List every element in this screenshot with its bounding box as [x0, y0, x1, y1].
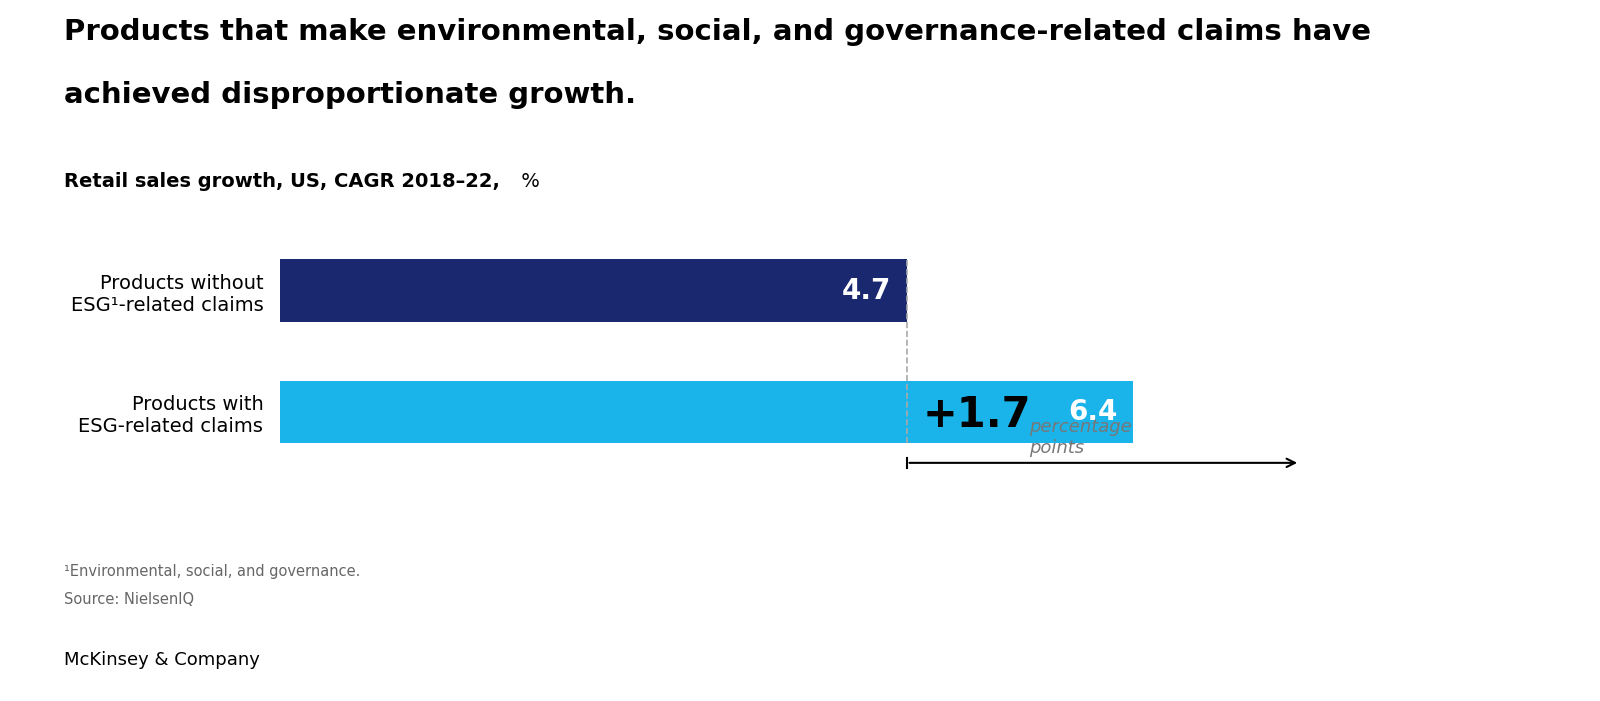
Text: Retail sales growth, US, CAGR 2018–22,: Retail sales growth, US, CAGR 2018–22,	[64, 172, 499, 191]
Text: Products that make environmental, social, and governance-related claims have: Products that make environmental, social…	[64, 18, 1371, 46]
Text: Source: NielsenIQ: Source: NielsenIQ	[64, 592, 194, 607]
Bar	[280, 381, 1133, 444]
Text: McKinsey & Company: McKinsey & Company	[64, 651, 259, 669]
Text: points: points	[1029, 439, 1085, 457]
Text: +1.7: +1.7	[923, 394, 1032, 436]
Text: 4.7: 4.7	[842, 277, 891, 305]
Bar	[280, 259, 907, 322]
Text: ¹Environmental, social, and governance.: ¹Environmental, social, and governance.	[64, 564, 360, 579]
Text: %: %	[515, 172, 541, 191]
Text: 6.4: 6.4	[1067, 398, 1117, 426]
Text: achieved disproportionate growth.: achieved disproportionate growth.	[64, 81, 637, 109]
Text: percentage: percentage	[1029, 418, 1133, 436]
